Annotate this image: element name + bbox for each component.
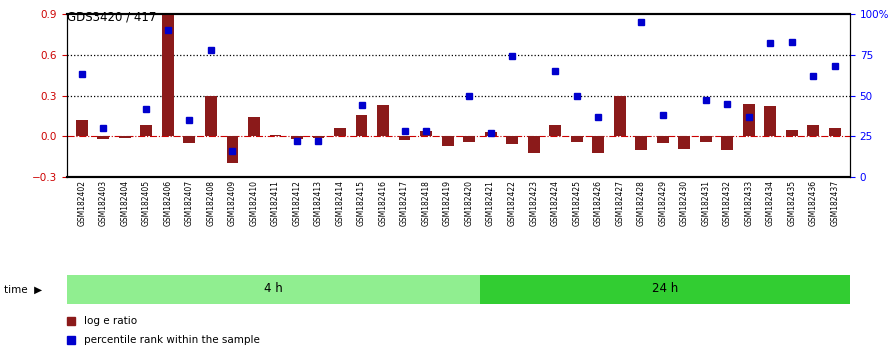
Text: GSM182415: GSM182415 (357, 180, 366, 226)
Bar (657, 136, 668, 143)
Bar (312, 136, 325, 138)
Text: GSM182408: GSM182408 (206, 180, 215, 226)
Text: GSM182405: GSM182405 (142, 180, 151, 226)
Bar (248, 117, 260, 136)
Bar (441, 136, 454, 146)
Bar (97, 136, 109, 139)
Bar (205, 96, 217, 136)
Bar (141, 125, 152, 136)
Bar (420, 131, 432, 136)
Text: percentile rank within the sample: percentile rank within the sample (84, 335, 260, 345)
Text: GSM182434: GSM182434 (765, 180, 775, 226)
Text: GSM182416: GSM182416 (378, 180, 387, 226)
Text: GSM182432: GSM182432 (723, 180, 732, 226)
Bar (743, 104, 755, 136)
Bar (480, 275, 850, 303)
Bar (506, 136, 518, 144)
Bar (829, 128, 841, 136)
Text: GSM182428: GSM182428 (636, 180, 646, 226)
Bar (76, 120, 88, 136)
Text: GSM182423: GSM182423 (530, 180, 538, 226)
Bar (635, 136, 647, 150)
Bar (614, 96, 626, 136)
Bar (356, 115, 368, 136)
Text: GSM182420: GSM182420 (465, 180, 473, 226)
Text: GSM182409: GSM182409 (228, 180, 237, 226)
Text: GSM182410: GSM182410 (249, 180, 258, 226)
Bar (722, 136, 733, 150)
Text: GSM182426: GSM182426 (594, 180, 603, 226)
Text: GSM182431: GSM182431 (701, 180, 710, 226)
Text: GSM182424: GSM182424 (551, 180, 560, 226)
Text: GSM182414: GSM182414 (336, 180, 344, 226)
Text: 4 h: 4 h (264, 282, 283, 295)
Bar (528, 136, 539, 153)
Bar (291, 136, 303, 139)
Text: GSM182437: GSM182437 (830, 180, 839, 226)
Bar (678, 136, 690, 149)
Bar (463, 136, 475, 142)
Text: GSM182411: GSM182411 (271, 180, 280, 226)
Bar (570, 136, 583, 142)
Bar (807, 125, 820, 136)
Text: 24 h: 24 h (651, 282, 678, 295)
Bar (765, 107, 776, 136)
Bar (399, 136, 410, 141)
Text: GSM182421: GSM182421 (486, 180, 495, 226)
Bar (377, 105, 389, 136)
Bar (700, 136, 712, 142)
Bar (334, 128, 346, 136)
Text: GSM182402: GSM182402 (77, 180, 86, 226)
Text: GSM182418: GSM182418 (422, 180, 431, 226)
Bar (270, 135, 281, 136)
Text: GSM182436: GSM182436 (809, 180, 818, 226)
Bar (162, 14, 174, 136)
Text: GSM182429: GSM182429 (659, 180, 668, 226)
Text: GSM182413: GSM182413 (314, 180, 323, 226)
Text: GSM182430: GSM182430 (680, 180, 689, 226)
Text: GSM182406: GSM182406 (164, 180, 173, 226)
Bar (786, 130, 797, 136)
Text: GSM182417: GSM182417 (400, 180, 409, 226)
Bar (183, 136, 195, 143)
Text: GSM182427: GSM182427 (615, 180, 624, 226)
Text: GSM182425: GSM182425 (572, 180, 581, 226)
Text: time  ▶: time ▶ (4, 284, 43, 295)
Bar (119, 136, 131, 138)
Text: GSM182403: GSM182403 (99, 180, 108, 226)
Text: GSM182407: GSM182407 (185, 180, 194, 226)
Bar (67, 275, 480, 303)
Text: GSM182435: GSM182435 (788, 180, 797, 226)
Text: GSM182419: GSM182419 (443, 180, 452, 226)
Bar (592, 136, 604, 153)
Text: GSM182404: GSM182404 (120, 180, 129, 226)
Text: log e ratio: log e ratio (84, 316, 137, 326)
Bar (485, 132, 497, 136)
Text: GSM182422: GSM182422 (507, 180, 516, 226)
Bar (549, 125, 561, 136)
Text: GDS3420 / 417: GDS3420 / 417 (67, 11, 156, 24)
Text: GSM182412: GSM182412 (293, 180, 302, 226)
Bar (227, 136, 239, 164)
Text: GSM182433: GSM182433 (744, 180, 753, 226)
